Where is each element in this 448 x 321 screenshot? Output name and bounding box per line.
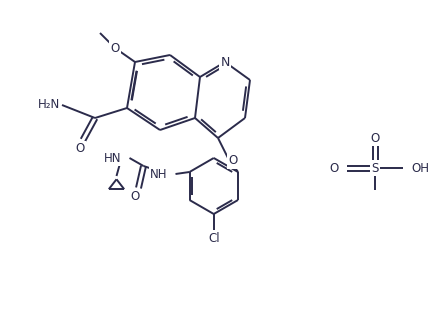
Text: N: N [220,56,230,68]
Text: O: O [75,143,85,155]
Text: NH: NH [150,168,168,180]
Text: O: O [228,154,237,168]
Text: S: S [371,161,379,175]
Text: O: O [370,132,379,144]
Text: O: O [330,161,339,175]
Text: O: O [110,41,120,55]
Text: H₂N: H₂N [38,99,60,111]
Text: Cl: Cl [208,232,220,246]
Text: O: O [130,190,139,204]
Text: OH: OH [411,161,429,175]
Text: HN: HN [104,152,121,164]
